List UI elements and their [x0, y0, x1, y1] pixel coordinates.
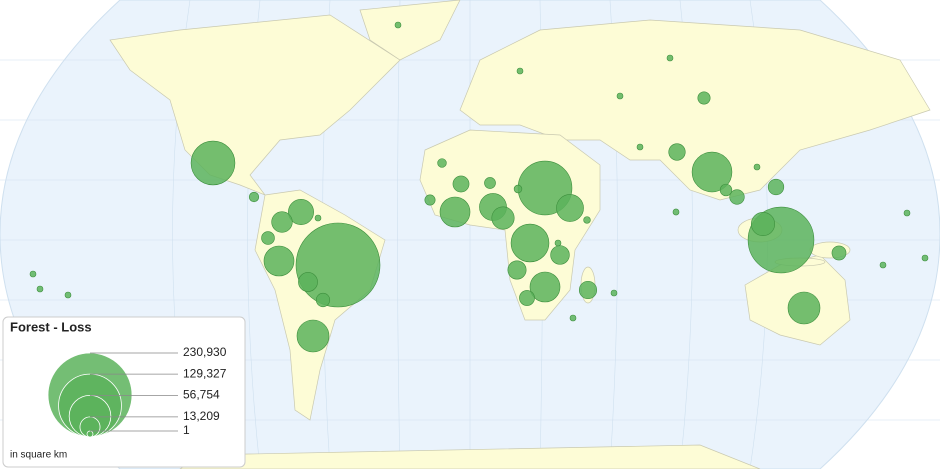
bubble	[636, 143, 644, 151]
bubble	[271, 211, 293, 233]
bubble	[556, 194, 584, 222]
bubble	[491, 206, 515, 230]
bubble	[753, 163, 761, 171]
bubble	[831, 245, 847, 261]
legend-label: 13,209	[183, 409, 220, 423]
bubble	[616, 92, 624, 100]
legend-note: in square km	[10, 450, 67, 461]
bubble	[767, 178, 785, 196]
bubble	[666, 54, 674, 62]
bubble	[879, 261, 887, 269]
bubble	[29, 270, 37, 278]
legend-title: Forest - Loss	[10, 319, 92, 334]
bubble	[750, 211, 776, 237]
bubble	[519, 290, 535, 306]
legend: Forest - Loss in square km 230,930 129,32…	[2, 316, 246, 468]
bubble	[510, 223, 550, 263]
bubble	[295, 222, 381, 308]
bubble	[578, 280, 598, 300]
legend-label: 1	[183, 423, 190, 437]
bubble	[583, 216, 591, 224]
bubble	[261, 231, 275, 245]
bubble	[424, 194, 436, 206]
bubble	[513, 184, 523, 194]
legend-label: 230,930	[183, 345, 227, 359]
bubble	[298, 272, 318, 292]
bubble	[554, 239, 562, 247]
bubble	[64, 291, 72, 299]
bubble	[668, 143, 686, 161]
bubble	[394, 21, 402, 29]
bubble	[314, 214, 322, 222]
bubble	[315, 292, 331, 308]
bubbles	[29, 21, 929, 353]
bubble	[610, 289, 618, 297]
bubble	[529, 271, 561, 303]
bubble	[36, 285, 44, 293]
bubble	[248, 191, 260, 203]
legend-label: 129,327	[183, 366, 227, 380]
bubble	[903, 209, 911, 217]
bubble	[921, 254, 929, 262]
bubble	[697, 91, 711, 105]
legend-label: 56,754	[183, 388, 220, 402]
bubble	[729, 189, 745, 205]
bubble	[719, 183, 733, 197]
bubble	[288, 199, 314, 225]
bubble	[296, 319, 330, 353]
bubble	[190, 140, 236, 186]
bubble	[437, 158, 447, 168]
bubble	[569, 314, 577, 322]
bubble	[550, 245, 570, 265]
bubble	[484, 177, 496, 189]
bubble	[787, 291, 821, 325]
bubble	[507, 260, 527, 280]
bubble	[439, 196, 471, 228]
bubble	[691, 151, 733, 193]
legend-circle	[86, 430, 94, 438]
bubble	[672, 208, 680, 216]
bubble	[516, 67, 524, 75]
bubble	[452, 175, 470, 193]
bubble	[263, 245, 295, 277]
